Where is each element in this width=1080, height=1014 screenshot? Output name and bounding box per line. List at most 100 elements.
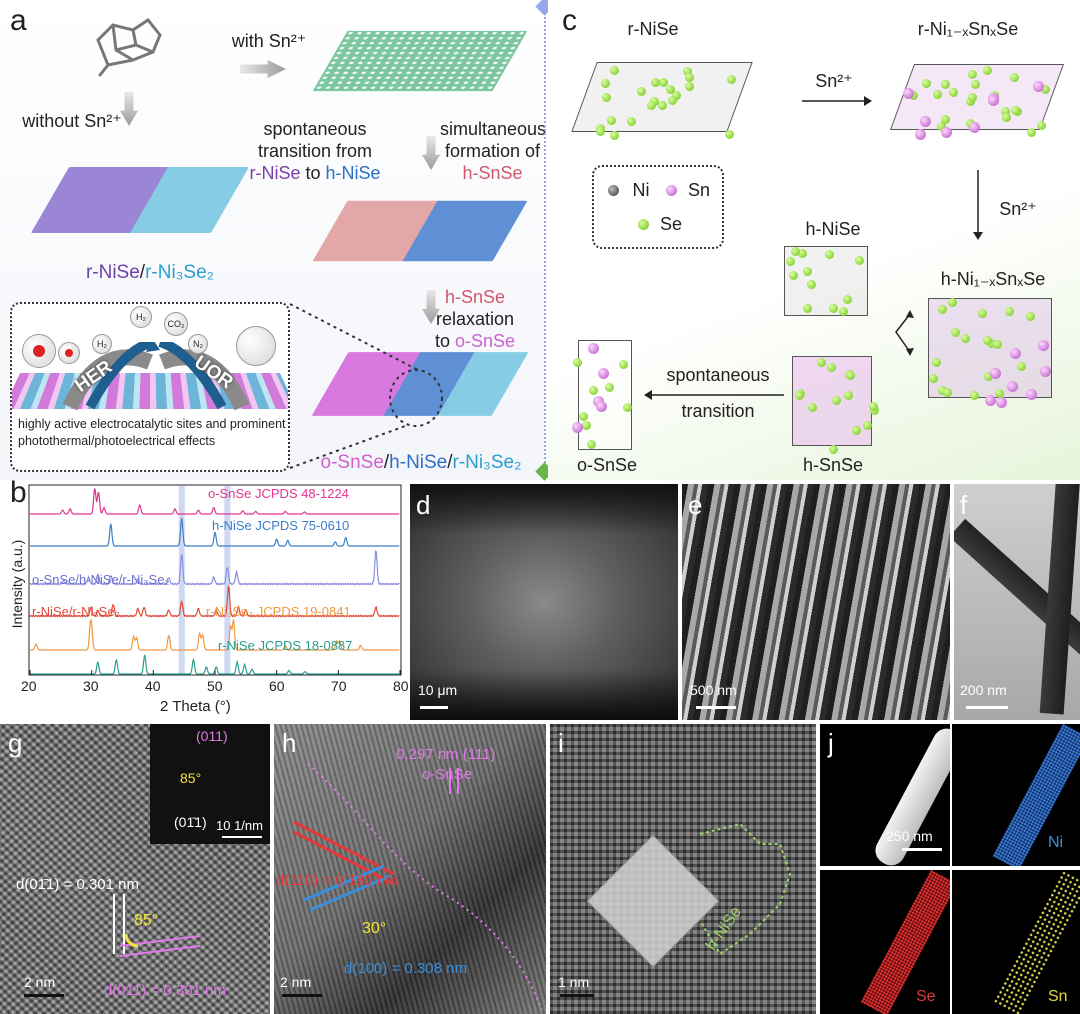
label-spontaneous: spontaneous	[666, 365, 770, 385]
relax-line3-product: o-SnSe	[454, 331, 516, 351]
xtick: 40	[145, 678, 161, 694]
se-atom	[936, 122, 946, 132]
water-bubble-icon	[22, 334, 56, 368]
water-bubble-small-icon	[58, 342, 80, 364]
relax-line1: h-SnSe	[444, 287, 506, 307]
se-atom	[825, 249, 835, 259]
sn-atom	[987, 94, 999, 106]
se-atom	[658, 78, 668, 88]
se-atom	[682, 67, 692, 77]
panel-g-hrtem: g (011) 85° (01̄1) 10 1/nm d(01̄1) = 0.3…	[0, 724, 270, 1014]
map-se: Se	[820, 870, 950, 1014]
lattice-overlay-h	[274, 724, 546, 1014]
label-left-product: r-NiSe/r-Ni₃Se₂	[50, 262, 250, 284]
se-atom	[609, 130, 619, 140]
sn-atom	[1032, 81, 1044, 93]
arrow-bidirectional	[895, 310, 914, 356]
h2-bubble-small: H₂	[92, 334, 112, 354]
left-product-sep: /	[139, 262, 146, 283]
se-atom	[1037, 120, 1047, 130]
n2-bubble: N₂	[188, 334, 208, 354]
xrd-series-line	[29, 584, 400, 619]
sn-atom	[989, 368, 1001, 380]
panel-letter-j: j	[828, 728, 834, 758]
label-without-sn: without Sn²⁺	[22, 111, 122, 131]
se-atom	[636, 86, 646, 96]
co2-bubble: CO₂	[164, 312, 188, 336]
sn-atom	[596, 400, 608, 412]
final-sep2: /	[447, 452, 453, 473]
se-atom	[786, 256, 796, 266]
sn-atom	[1010, 347, 1022, 359]
label-rnise-rni3se2: r-NiSe/r-Ni₃Se₂	[32, 604, 120, 619]
xrd-ylabel: Intensity (a.u.)	[9, 539, 25, 629]
se-atom	[803, 266, 813, 276]
panel-letter-g: g	[8, 728, 23, 758]
se-atom	[948, 298, 958, 308]
her-arrow-icon	[62, 342, 160, 411]
sn-atom	[968, 121, 980, 133]
se-atom	[862, 420, 872, 430]
crystal-o-snse	[578, 340, 632, 450]
label-o-snse: o-SnSe	[576, 455, 638, 475]
text-relaxation: h-SnSe relaxation to o-SnSe	[420, 286, 530, 352]
sn-atom	[588, 343, 600, 355]
inset-caption: highly active electrocatalytic sites and…	[18, 417, 286, 448]
se-atom	[829, 445, 839, 455]
label-hnise-ref: h-NiSe JCPDS 75-0610	[212, 518, 350, 533]
se-atom	[1010, 72, 1020, 82]
sheet-sn-doped	[312, 30, 528, 92]
panel-separator	[544, 6, 546, 470]
se-atom	[610, 65, 620, 75]
se-atom	[993, 340, 1003, 350]
transition-to: h-NiSe	[325, 163, 381, 183]
se-atom	[1027, 127, 1037, 137]
se-atom	[846, 371, 856, 381]
se-atom	[1016, 361, 1026, 371]
scale-text-g: 2 nm	[24, 974, 56, 990]
uor-arrow-icon	[158, 342, 250, 411]
se-atom	[941, 114, 951, 124]
xrd-series-line	[30, 488, 400, 515]
zoom-lines	[289, 303, 443, 469]
xtick: 80	[393, 678, 409, 694]
scale-bar-e	[696, 706, 736, 709]
se-atom	[832, 395, 842, 405]
se-atom	[808, 403, 817, 413]
label-with-sn: with Sn²⁺	[231, 31, 307, 51]
final-sep1: /	[383, 452, 390, 473]
panel-letter-f: f	[960, 490, 968, 520]
arrow-relaxation	[422, 290, 440, 324]
scale-bar-j	[902, 848, 942, 851]
scale-text-i: 1 nm	[558, 974, 590, 990]
sn-atom-icon	[666, 185, 677, 196]
label-h-ni-sn-se: h-Ni₁₋ₓSnₓSe	[940, 269, 1046, 289]
label-h-nise: h-NiSe	[805, 219, 861, 239]
crystal-r-nise	[571, 62, 753, 132]
se-atom	[1005, 306, 1015, 316]
se-atom	[938, 304, 948, 314]
panel-d-sem: d 10 μm	[410, 484, 678, 720]
panel-letter-c: c	[562, 4, 577, 37]
scale-text-h: 2 nm	[280, 974, 312, 990]
fft-scale-bar	[222, 836, 262, 838]
se-atom	[601, 79, 611, 89]
se-atom	[1041, 85, 1051, 95]
se-atom-icon	[638, 219, 649, 230]
label-final-product: o-SnSe/h-NiSe/r-Ni₃Se₂	[300, 452, 542, 474]
map-label-ni: Ni	[1048, 834, 1064, 851]
se-atom	[929, 373, 939, 383]
panel-f-tem: f 200 nm	[954, 484, 1080, 720]
label-arrow-sn-2: Sn²⁺	[999, 199, 1037, 219]
left-product-b: r-Ni₃Se₂	[145, 262, 215, 283]
label-rnise-ref: r-NiSe JCPDS 18-0887	[218, 638, 353, 653]
se-atom	[626, 116, 636, 126]
label-h-snse: h-SnSe	[802, 455, 864, 475]
se-atom	[1011, 106, 1021, 116]
se-atom	[727, 75, 737, 85]
urea-bubble-icon	[236, 326, 276, 366]
se-atom	[967, 92, 977, 102]
nanorod-haadf	[870, 724, 950, 866]
sn-atom	[995, 396, 1007, 408]
se-atom	[969, 391, 979, 401]
